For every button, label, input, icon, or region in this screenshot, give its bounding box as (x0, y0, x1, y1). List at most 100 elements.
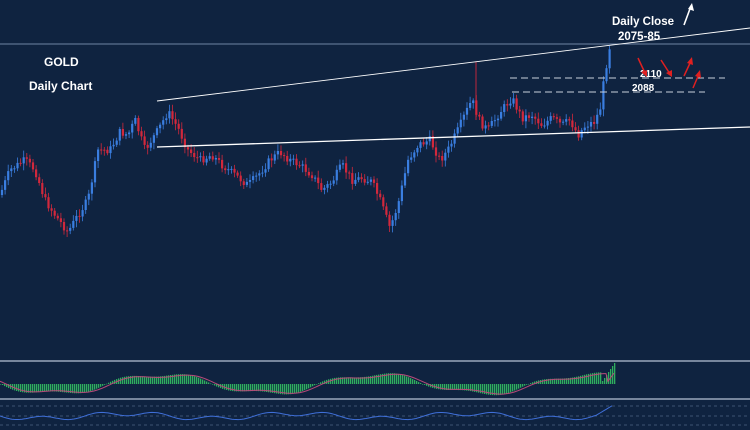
histogram-bar (156, 376, 158, 384)
histogram-bar (532, 382, 534, 384)
candle (239, 171, 242, 187)
candle (496, 115, 500, 127)
candle (4, 176, 7, 195)
macd-histogram (0, 363, 616, 396)
histogram-bar (302, 384, 304, 391)
histogram-bar (392, 373, 394, 384)
candle (19, 158, 22, 167)
candle (7, 164, 10, 186)
histogram-bar (6, 384, 8, 388)
candle (137, 115, 140, 136)
candle (341, 159, 345, 169)
histogram-bar (300, 384, 302, 392)
candle (459, 112, 462, 133)
candle (478, 111, 481, 120)
candle (540, 118, 543, 129)
candle (13, 165, 16, 173)
histogram-bar (402, 375, 404, 384)
histogram-bar (258, 384, 260, 392)
histogram-bar (486, 384, 488, 395)
histogram-bar (124, 376, 126, 384)
histogram-bar (524, 384, 526, 386)
candle (338, 159, 341, 173)
histogram-bar (428, 384, 430, 387)
histogram-bar (320, 382, 322, 384)
histogram-bar (56, 384, 58, 392)
candle (490, 116, 493, 128)
candle (134, 115, 137, 126)
daily-close-label: Daily Close (612, 16, 674, 28)
histogram-bar (324, 380, 326, 384)
histogram-bar (520, 384, 522, 388)
candle (552, 113, 555, 120)
histogram-bar (306, 384, 308, 390)
candle (580, 127, 583, 141)
histogram-bar (334, 377, 336, 384)
histogram-bar (504, 384, 506, 395)
candle (28, 154, 31, 168)
histogram-bar (610, 369, 612, 384)
histogram-bar (308, 384, 310, 389)
candle (56, 213, 59, 221)
histogram-bar (474, 384, 476, 392)
histogram-bar (248, 384, 250, 392)
histogram-bar (516, 384, 518, 390)
candle (543, 118, 546, 129)
histogram-bar (416, 381, 418, 384)
histogram-bar (262, 384, 264, 392)
histogram-bar (212, 384, 214, 385)
upper-trendline (156, 27, 750, 102)
histogram-bar (388, 373, 390, 384)
candle (565, 114, 568, 126)
histogram-bar (322, 381, 324, 384)
histogram-bar (76, 384, 78, 394)
histogram-bar (42, 384, 44, 392)
histogram-bar (368, 376, 370, 384)
candle (320, 178, 323, 193)
instrument-label: GOLD (44, 55, 79, 69)
candle (211, 151, 214, 162)
histogram-bar (436, 384, 438, 389)
histogram-bar (494, 384, 496, 396)
histogram-bar (20, 384, 22, 392)
histogram-bar (412, 379, 414, 384)
candle (571, 113, 574, 132)
histogram-bar (342, 377, 344, 384)
candle (537, 112, 540, 129)
candle (509, 97, 512, 109)
histogram-bar (26, 384, 28, 393)
histogram-bar (450, 384, 452, 390)
candle (22, 150, 25, 171)
histogram-bar (336, 377, 338, 384)
histogram-bar (574, 377, 576, 384)
histogram-bar (490, 384, 492, 395)
candle (450, 140, 453, 152)
histogram-bar (64, 384, 66, 393)
candle (307, 167, 310, 178)
histogram-bar (330, 378, 332, 384)
red-up-arrow-icon (683, 57, 693, 77)
histogram-bar (86, 384, 88, 393)
histogram-bar (48, 384, 50, 392)
histogram-bar (140, 376, 142, 384)
candle (149, 137, 152, 152)
candle (230, 166, 233, 174)
candle (574, 122, 577, 134)
histogram-bar (526, 384, 528, 385)
histogram-bar (72, 384, 74, 394)
candle (605, 64, 608, 84)
histogram-bar (154, 376, 156, 384)
histogram-bar (130, 376, 132, 384)
candle (168, 104, 171, 124)
histogram-bar (496, 384, 498, 396)
candle (394, 209, 397, 226)
histogram-bar (274, 384, 276, 394)
histogram-bar (58, 384, 60, 392)
candle (171, 104, 174, 125)
histogram-bar (256, 384, 258, 392)
lower-trendline (156, 126, 750, 148)
histogram-bar (186, 374, 188, 384)
candle (310, 171, 314, 182)
histogram-bar (260, 384, 262, 392)
histogram-bar (534, 381, 536, 384)
